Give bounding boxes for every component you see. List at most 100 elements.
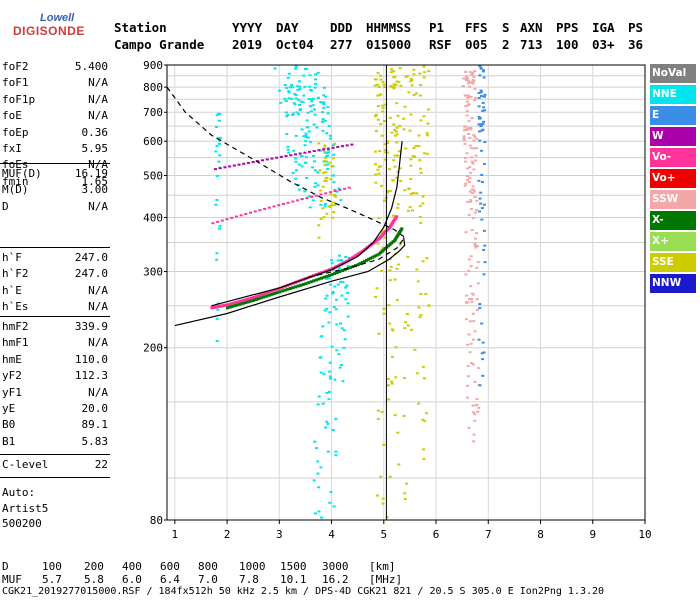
trace-point [386, 244, 390, 248]
echo-point [317, 142, 321, 145]
echo-point [395, 141, 399, 144]
echo-point [286, 113, 290, 116]
echo-point [396, 431, 400, 434]
echo-point [218, 137, 222, 140]
value-day: Oct04 [276, 37, 314, 52]
echo-point [319, 101, 323, 104]
echo-point [469, 199, 473, 202]
echo-point [300, 165, 304, 168]
echo-point [216, 308, 220, 311]
divider [0, 477, 110, 478]
trace-point [241, 298, 245, 302]
echo-point [284, 111, 288, 114]
echo-point [425, 257, 429, 260]
trace-point [372, 240, 376, 244]
echo-point [468, 166, 472, 169]
echo-point [474, 159, 478, 162]
echo-point [390, 86, 394, 89]
echo-point [405, 482, 409, 485]
param-row: foEs N/A [2, 158, 108, 174]
echo-point [341, 380, 345, 383]
echo-point [311, 199, 315, 202]
echo-point [419, 84, 423, 87]
echo-point [481, 341, 485, 344]
value-pps: 100 [556, 37, 579, 52]
echo-point [469, 128, 473, 131]
echo-point [471, 78, 475, 81]
trace-point [221, 304, 225, 308]
echo-point [298, 80, 302, 83]
echo-point [474, 96, 478, 99]
echo-point [379, 78, 383, 81]
echo-point [325, 294, 329, 297]
echo-point [464, 75, 468, 78]
echo-point [374, 150, 378, 153]
echo-point [328, 375, 332, 378]
label-s: S [502, 20, 510, 35]
trace-point [352, 255, 356, 259]
echo-point [214, 168, 218, 171]
legend-item: Vo- [650, 148, 696, 167]
echo-point [479, 202, 483, 205]
echo-point [395, 176, 399, 179]
echo-point [334, 450, 338, 453]
echo-point [306, 111, 310, 114]
echo-point [481, 109, 485, 112]
param-name: fxI [2, 142, 22, 155]
echo-point [483, 141, 487, 144]
trace-point [348, 266, 352, 270]
echo-point [468, 320, 472, 323]
echo-point [465, 152, 469, 155]
trace-point [254, 298, 258, 302]
row-value: 1000 [239, 560, 266, 573]
echo-point [466, 94, 470, 97]
echo-point [406, 209, 410, 212]
echo-point [308, 85, 312, 88]
echo-point [381, 104, 385, 107]
echo-point [298, 103, 302, 106]
echo-point [410, 209, 414, 212]
trace-point [275, 291, 279, 295]
echo-point [308, 206, 312, 209]
echo-point [324, 192, 328, 195]
echo-point [329, 178, 333, 181]
echo-point [393, 129, 397, 132]
echo-point [407, 91, 411, 94]
echo-point [376, 72, 380, 75]
echo-point [319, 217, 323, 220]
trace-point [273, 288, 277, 292]
echo-point [322, 147, 326, 150]
echo-point [392, 87, 396, 90]
echo-point [415, 268, 419, 271]
trace-point [350, 256, 354, 260]
echo-point [463, 184, 467, 187]
echo-point [397, 150, 401, 153]
value-station: Campo Grande [114, 37, 205, 52]
echo-point [292, 102, 296, 105]
label-pps: PPS [556, 20, 579, 35]
trace-point [375, 253, 379, 257]
param-name: foE [2, 109, 22, 123]
echo-point [470, 228, 474, 231]
echo-point [287, 97, 291, 100]
trace-point [391, 240, 395, 244]
echo-point [291, 114, 295, 117]
echo-point [246, 161, 250, 164]
param-row: C-level 22 [2, 458, 108, 474]
echo-point [475, 308, 479, 311]
echo-point [328, 161, 332, 164]
echo-point [394, 83, 398, 86]
echo-point [415, 372, 419, 375]
echo-point [286, 145, 290, 148]
param-value: N/A [88, 385, 108, 399]
echo-point [347, 256, 351, 259]
echo-point [347, 186, 351, 189]
echo-point [331, 292, 335, 295]
echo-point [327, 398, 331, 401]
echo-point [394, 376, 398, 379]
param-value: 5.95 [81, 142, 109, 155]
echo-point [467, 333, 471, 336]
row-label: D [2, 560, 9, 573]
echo-point [312, 160, 316, 163]
trace-point [288, 287, 292, 291]
